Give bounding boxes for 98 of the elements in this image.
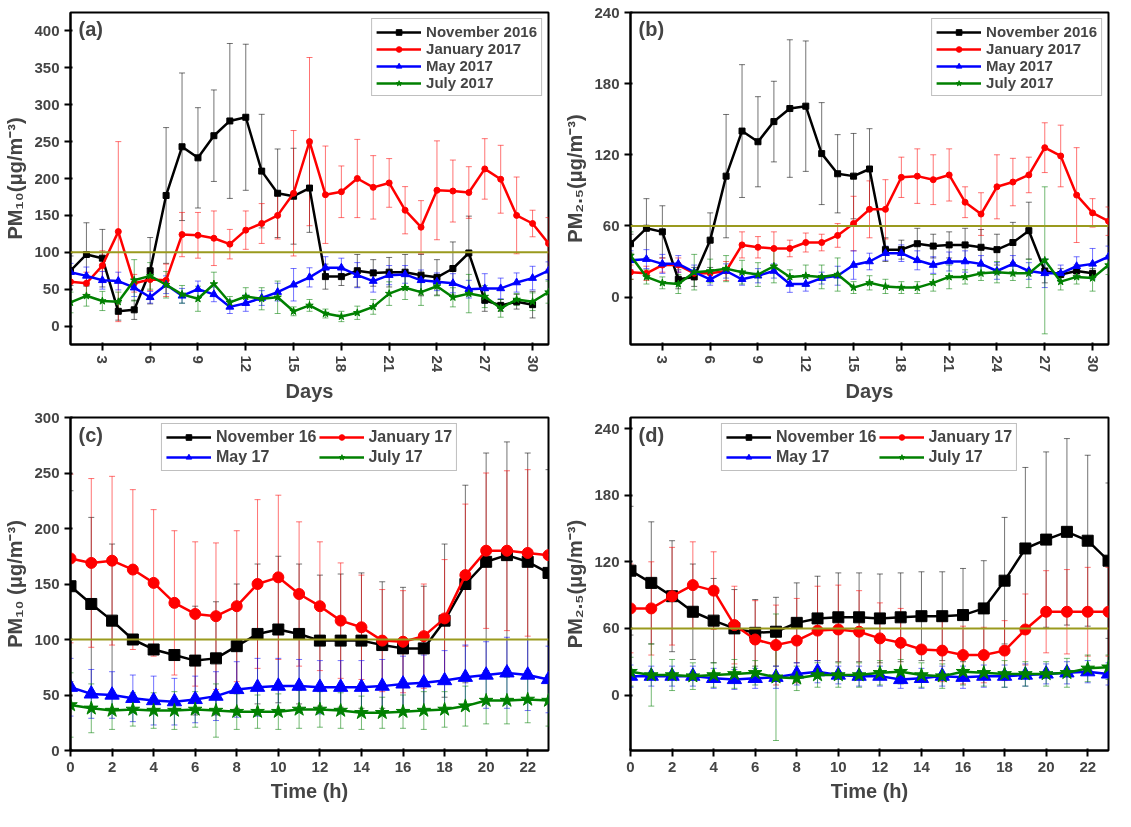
y-tick-label: 250	[34, 132, 60, 150]
y-tick-label: 150	[34, 575, 60, 592]
legend-label: November 2016	[986, 23, 1097, 40]
x-tick-label: 22	[1079, 757, 1097, 775]
x-tick-label: 0	[626, 757, 635, 775]
legend-label: November 16	[215, 428, 317, 446]
y-tick-label: 100	[34, 630, 60, 648]
x-tick-label: 20	[477, 757, 495, 775]
x-tick-label: 9	[189, 355, 207, 364]
x-tick-label: 18	[333, 355, 351, 373]
legend-label: January 17	[368, 428, 453, 446]
y-tick-label: 60	[602, 216, 620, 234]
x-tick-label: 4	[709, 757, 719, 775]
y-tick-label: 250	[34, 464, 60, 481]
x-tick-label: 9	[749, 355, 767, 364]
y-tick-label: 180	[594, 74, 620, 92]
legend-label: July 17	[368, 448, 423, 466]
legend-label: May 17	[215, 448, 270, 466]
y-tick-label: 180	[594, 486, 620, 504]
y-tick-label: 100	[34, 243, 60, 261]
x-tick-label: 12	[237, 355, 255, 373]
y-tick-label: 200	[34, 519, 60, 537]
x-tick-label: 2	[667, 757, 677, 775]
y-tick-label: 150	[34, 206, 60, 224]
y-tick-label: 0	[611, 686, 620, 703]
x-tick-label: 12	[797, 355, 815, 373]
x-tick-label: 27	[1036, 355, 1054, 373]
annotation: (d)	[638, 423, 665, 446]
x-axis-title: Days	[285, 380, 334, 403]
legend-label: May 2017	[426, 57, 493, 74]
y-tick-label: 240	[594, 419, 620, 437]
y-tick-label: 300	[34, 408, 60, 426]
x-tick-label: 15	[845, 355, 863, 373]
x-axis-title: Days	[845, 380, 894, 403]
x-tick-label: 10	[269, 757, 287, 775]
x-tick-label: 6	[751, 757, 760, 775]
x-axis-title: Time (h)	[830, 779, 909, 802]
y-tick-label: 300	[34, 95, 60, 113]
legend-label: May 17	[775, 448, 830, 466]
x-axis-title: Time (h)	[270, 779, 349, 802]
y-axis-title: PM₁₀(μg/m⁻³)	[4, 117, 27, 240]
legend-label: July 2017	[986, 74, 1054, 91]
x-tick-label: 12	[871, 757, 889, 775]
y-tick-label: 400	[34, 21, 60, 39]
y-axis-title: PM₂.₅(μg/m⁻³)	[564, 519, 587, 649]
x-tick-label: 18	[893, 355, 911, 373]
x-tick-label: 3	[94, 355, 112, 364]
y-axis-title: PM₁₀ (μg/m⁻³)	[4, 520, 27, 648]
legend-label: January 17	[928, 428, 1013, 446]
x-tick-label: 16	[954, 757, 972, 775]
x-tick-label: 16	[394, 757, 412, 775]
y-tick-label: 50	[42, 280, 60, 298]
x-tick-label: 24	[988, 355, 1006, 373]
x-tick-label: 10	[829, 757, 847, 775]
x-tick-label: 8	[792, 757, 801, 775]
y-tick-label: 50	[42, 686, 60, 703]
x-tick-label: 27	[476, 355, 494, 373]
x-tick-label: 14	[913, 757, 931, 775]
x-tick-label: 15	[285, 355, 303, 373]
x-tick-label: 30	[524, 355, 542, 373]
x-tick-label: 24	[428, 355, 446, 373]
legend-label: May 2017	[986, 57, 1053, 74]
y-tick-label: 0	[51, 317, 60, 335]
x-tick-label: 21	[941, 355, 959, 373]
x-tick-label: 18	[436, 757, 453, 775]
legend-label: January 2017	[986, 40, 1082, 57]
x-tick-label: 20	[1037, 757, 1055, 775]
x-tick-label: 2	[107, 757, 117, 775]
x-tick-label: 21	[381, 355, 399, 373]
annotation: (c)	[78, 423, 103, 446]
x-tick-label: 3	[654, 355, 672, 364]
y-tick-label: 350	[34, 58, 60, 76]
x-tick-label: 30	[1084, 355, 1102, 373]
legend-label: July 2017	[426, 74, 494, 91]
x-tick-label: 0	[66, 757, 75, 775]
y-axis-title: PM₂.₅(μg/m⁻³)	[564, 114, 587, 243]
annotation: (a)	[78, 17, 103, 40]
x-tick-label: 12	[311, 757, 329, 775]
x-tick-label: 22	[519, 757, 537, 775]
y-tick-label: 120	[594, 552, 620, 570]
legend-label: January 2017	[426, 40, 522, 57]
annotation: (b)	[638, 17, 665, 40]
legend-label: July 17	[928, 448, 983, 466]
x-tick-label: 4	[149, 757, 159, 775]
y-tick-label: 0	[611, 288, 620, 306]
x-tick-label: 14	[353, 757, 371, 775]
y-tick-label: 0	[51, 741, 60, 759]
y-tick-label: 200	[34, 169, 60, 187]
x-tick-label: 8	[232, 757, 241, 775]
x-tick-label: 18	[996, 757, 1013, 775]
x-tick-label: 6	[142, 355, 160, 364]
y-tick-label: 240	[594, 3, 620, 21]
legend-label: November 16	[775, 428, 877, 446]
y-tick-label: 120	[594, 145, 620, 163]
x-tick-label: 6	[702, 355, 720, 364]
y-tick-label: 60	[602, 619, 620, 637]
legend-label: November 2016	[426, 23, 537, 40]
x-tick-label: 6	[191, 757, 200, 775]
